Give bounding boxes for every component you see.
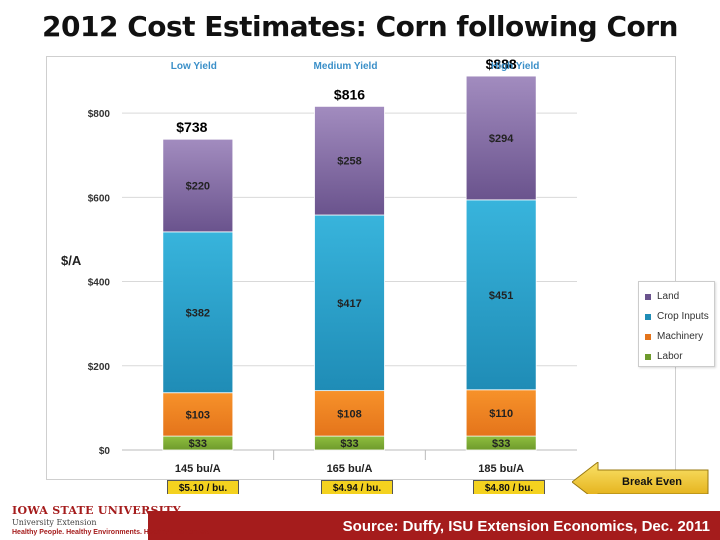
- x-tick-label: 165 bu/A: [327, 463, 373, 475]
- legend-label: Machinery: [657, 331, 704, 342]
- group-label: High Yield: [491, 61, 539, 72]
- y-tick-label: $0: [99, 446, 111, 457]
- bar-value-label: $108: [337, 408, 361, 420]
- bar-value-label: $417: [337, 298, 361, 310]
- legend-item: Labor: [645, 351, 683, 362]
- chart-area: $0 $200 $400 $600 $800 $/A $33 $103 $382 $220 $738…: [46, 56, 715, 480]
- bar-total-label: $738: [176, 119, 207, 135]
- bar-value-label: $220: [186, 181, 210, 193]
- bar-value-label: $451: [489, 290, 513, 302]
- y-tick-label: $600: [88, 193, 111, 204]
- bar-value-label: $258: [337, 156, 361, 168]
- bar-total-label: $888: [486, 57, 517, 72]
- stacked-bar-chart: $0 $200 $400 $600 $800 $/A $33 $103 $382 $220 $738…: [61, 57, 577, 475]
- x-tick-label: 145 bu/A: [175, 463, 221, 475]
- extension-unit: University Extension: [12, 518, 97, 527]
- group-label: Low Yield: [171, 61, 217, 72]
- chart-legend: Land Crop Inputs Machinery Labor: [638, 281, 715, 367]
- legend-item: Crop Inputs: [645, 311, 709, 322]
- bar-value-label: $110: [489, 408, 513, 420]
- legend-swatch: [645, 313, 651, 320]
- y-axis-label: $/A: [61, 253, 82, 268]
- break-even-label: Break Even: [622, 476, 682, 488]
- y-tick-label: $400: [88, 278, 111, 289]
- bar-segment-land: [465, 75, 537, 201]
- bar-segment-machinery: [162, 392, 234, 437]
- legend-swatch: [645, 333, 651, 340]
- legend-label: Crop Inputs: [657, 311, 709, 322]
- bar-value-label: $33: [189, 438, 207, 450]
- bar-value-label: $294: [489, 133, 514, 145]
- university-logo: IOWA STATE UNIVERSITY: [12, 504, 181, 517]
- legend-item: Machinery: [645, 331, 703, 342]
- bar-segment-land: [314, 105, 385, 216]
- bar-segment-crop-inputs: [162, 231, 234, 394]
- y-tick-label: $200: [88, 362, 111, 373]
- logo-tagline: Healthy People. Healthy Environments. He…: [12, 529, 211, 536]
- bar-segment-crop-inputs: [465, 199, 537, 391]
- y-tick-label: $800: [88, 109, 111, 120]
- bar-value-label: $33: [340, 438, 358, 450]
- legend-label: Labor: [657, 351, 683, 362]
- source-citation: Source: Duffy, ISU Extension Economics, …: [342, 518, 710, 535]
- bar-segment-crop-inputs: [314, 214, 385, 392]
- bar-value-label: $33: [492, 438, 510, 450]
- slide-title: 2012 Cost Estimates: Corn following Corn: [42, 10, 678, 43]
- x-tick-label: 185 bu/A: [478, 463, 524, 475]
- bar-segment-machinery: [314, 390, 385, 437]
- legend-item: Land: [645, 291, 679, 302]
- bar-value-label: $382: [186, 307, 210, 319]
- bar-segment-land: [162, 138, 234, 233]
- bar-total-label: $816: [334, 86, 365, 102]
- bar-value-label: $103: [186, 409, 210, 421]
- legend-label: Land: [657, 291, 680, 302]
- legend-swatch: [645, 293, 651, 300]
- footer-bar: [148, 511, 720, 540]
- legend-swatch: [645, 353, 651, 360]
- group-label: Medium Yield: [314, 61, 378, 72]
